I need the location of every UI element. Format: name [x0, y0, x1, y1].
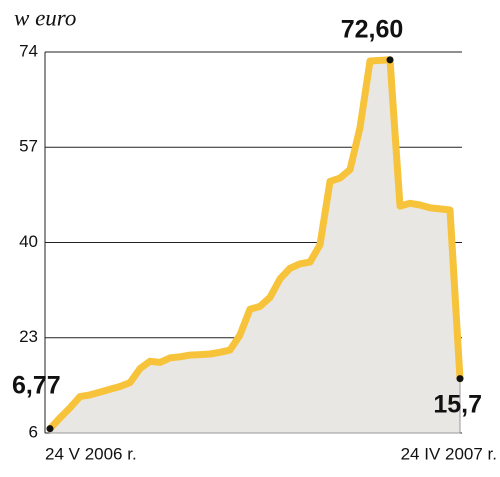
- y-tick-label: 6: [29, 422, 38, 441]
- point: [386, 56, 394, 64]
- x-tick-label: 24 V 2006 r.: [45, 444, 137, 463]
- chart-title: w euro: [14, 5, 76, 30]
- y-tick-label: 23: [19, 327, 38, 346]
- value-label: 6,77: [12, 371, 61, 399]
- point: [456, 375, 464, 383]
- y-tick-label: 57: [19, 137, 38, 156]
- value-label: 72,60: [341, 16, 404, 44]
- value-label: 15,7: [433, 390, 482, 418]
- y-tick-label: 74: [19, 41, 38, 60]
- area: [49, 59, 461, 434]
- x-tick-label: 24 IV 2007 r.: [401, 444, 497, 463]
- line: [46, 56, 464, 433]
- point: [46, 425, 54, 433]
- y-tick-label: 40: [19, 232, 38, 251]
